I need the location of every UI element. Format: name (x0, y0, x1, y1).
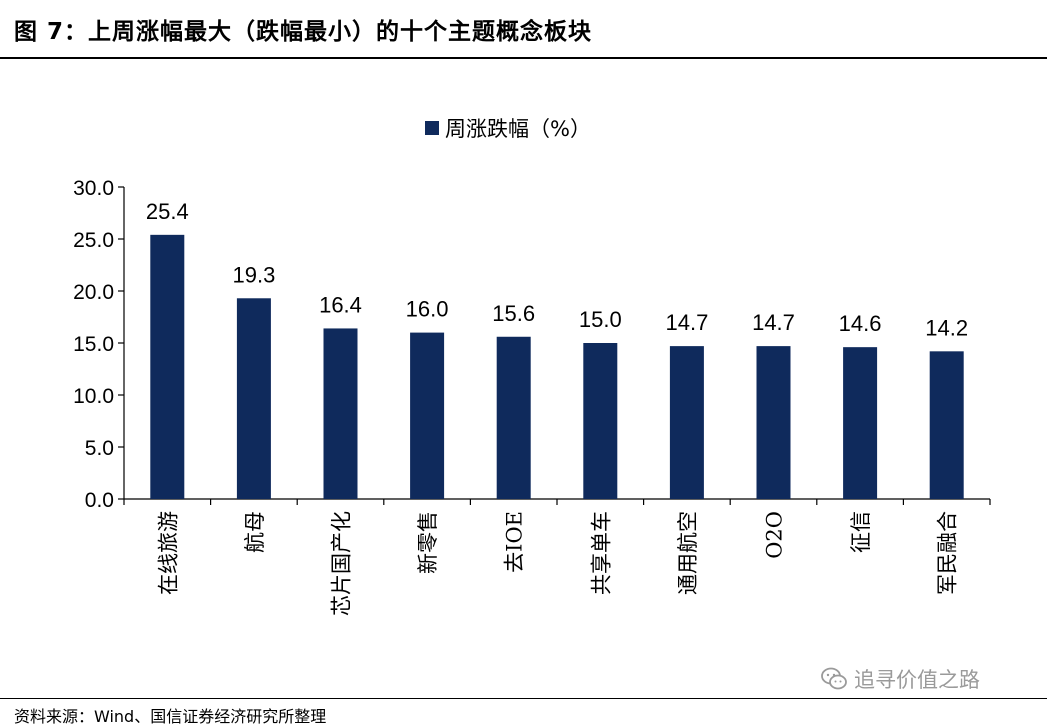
title-rule (0, 57, 1047, 59)
source-rule (0, 698, 1047, 699)
x-tick-label: 通用航空 (676, 511, 700, 595)
data-label: 16.0 (406, 297, 449, 322)
bar-chart: 周涨跌幅（%） 0.0 5.0 10.0 15.0 20.0 25.0 30.0 在线旅游 航母… (73, 117, 991, 616)
source-note: 资料来源：Wind、国信证券经济研究所整理 (14, 707, 327, 726)
watermark-text: 追寻价值之路 (854, 668, 980, 692)
x-tick-label: 芯片国产化 (330, 511, 354, 616)
data-label: 14.6 (839, 311, 882, 336)
x-tick-label: 征信 (849, 511, 873, 553)
data-label: 14.7 (665, 310, 708, 335)
bar (150, 234, 185, 499)
bar (410, 332, 445, 499)
x-tick-label: 共享单车 (589, 511, 613, 595)
data-label: 25.4 (146, 199, 189, 224)
bar (583, 343, 618, 499)
x-tick-label: 新零售 (416, 511, 440, 574)
wechat-icon (821, 667, 847, 690)
y-tick-label: 10.0 (73, 385, 114, 408)
bar (929, 351, 964, 499)
data-label: 19.3 (232, 262, 275, 287)
bar (323, 328, 358, 499)
bar (236, 298, 271, 499)
data-label: 14.2 (925, 315, 968, 340)
y-tick-label: 20.0 (73, 281, 114, 304)
bar (843, 347, 878, 499)
bar (669, 346, 704, 499)
legend-label: 周涨跌幅（%） (445, 117, 591, 141)
data-label: 16.4 (319, 292, 362, 317)
y-tick-label: 15.0 (73, 333, 114, 356)
x-tick-label: 去IOE (503, 511, 527, 573)
y-tick-label: 25.0 (73, 229, 114, 252)
watermark: 追寻价值之路 (820, 664, 980, 694)
y-tick-label: 0.0 (85, 489, 114, 512)
data-label: 14.7 (752, 310, 795, 335)
y-tick-label: 30.0 (73, 177, 114, 200)
bar (496, 336, 531, 499)
chart-bars: 25.4 19.3 16.4 16.0 15.6 15.0 14.7 14.7 14.6 14.2 (146, 199, 968, 499)
legend-swatch (425, 121, 439, 135)
x-tick-label: 在线旅游 (156, 511, 180, 595)
data-label: 15.0 (579, 307, 622, 332)
x-tick-label: 军民融合 (936, 511, 960, 595)
data-label: 15.6 (492, 301, 535, 326)
figure-title: 图 7：上周涨幅最大（跌幅最小）的十个主题概念板块 (14, 19, 593, 45)
x-tick-label: O2O (763, 511, 787, 559)
x-tick-label: 航母 (243, 511, 267, 553)
bar (756, 346, 791, 499)
y-tick-label: 5.0 (85, 437, 114, 460)
